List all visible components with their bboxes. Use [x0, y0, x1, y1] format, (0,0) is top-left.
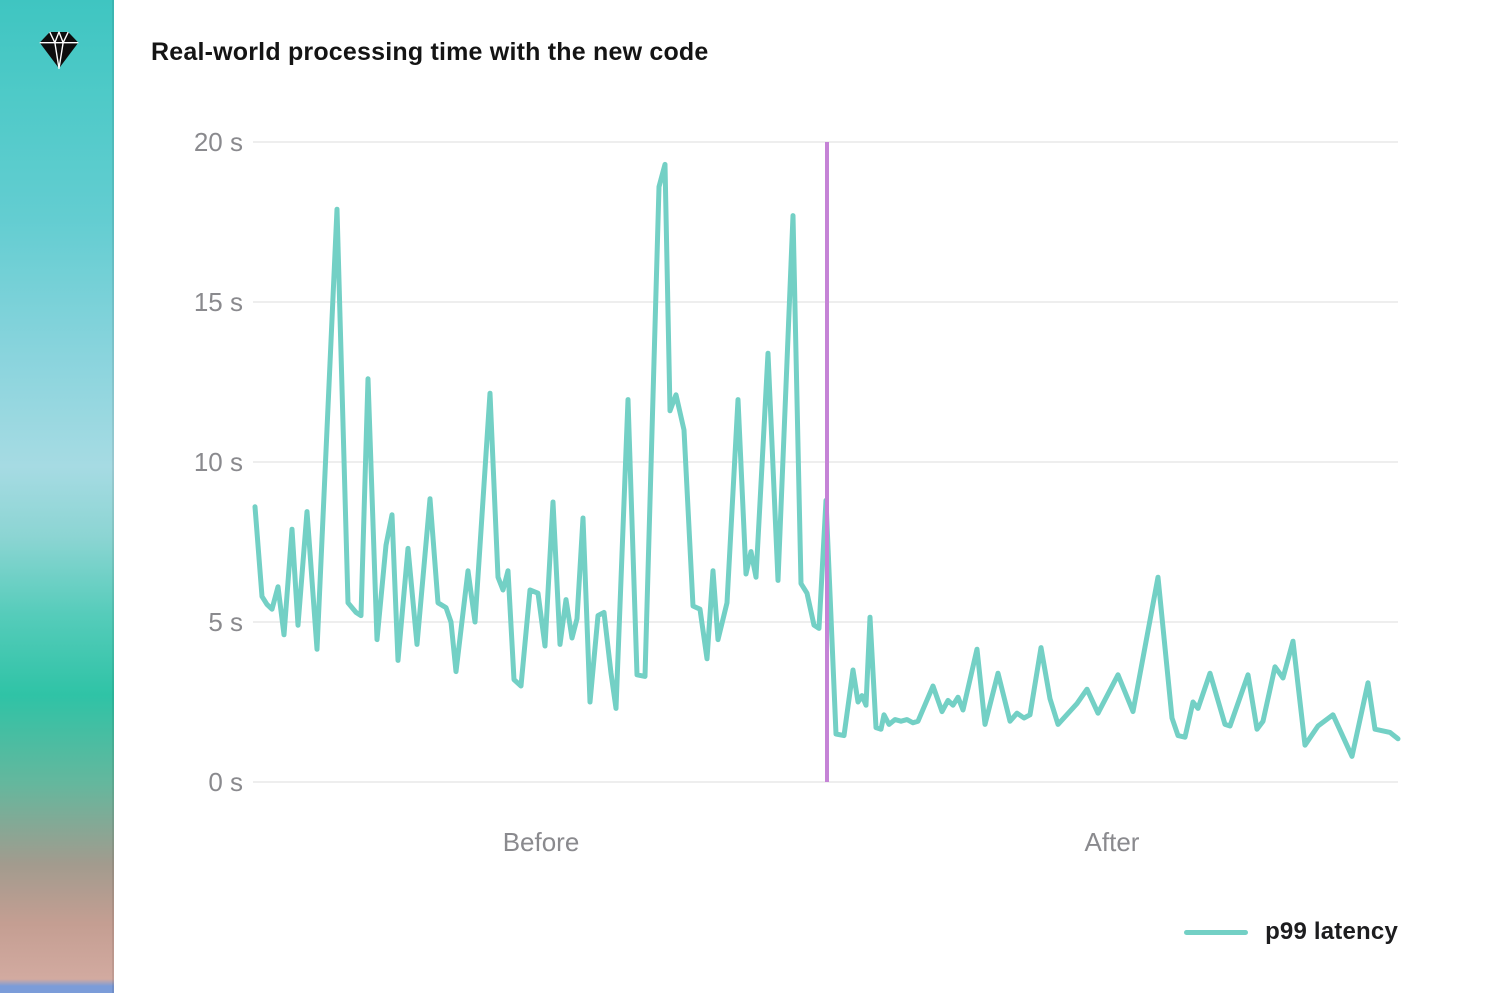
x-section-label-before: Before [502, 827, 580, 857]
y-tick-label: 0 s [208, 767, 243, 797]
y-tick-label: 15 s [193, 287, 243, 317]
series-line-p99-latency [252, 161, 1401, 759]
legend: p99 latency [1184, 918, 1398, 946]
x-section-label-after: After [1084, 827, 1140, 857]
chart-title: Real-world processing time with the new … [151, 38, 709, 66]
y-tick-label: 10 s [193, 447, 243, 477]
legend-label: p99 latency [1265, 918, 1398, 945]
y-tick-label: 20 s [193, 127, 243, 157]
sidebar [0, 0, 114, 993]
legend-line-swatch [1184, 929, 1249, 935]
sketch-diamond-icon [39, 31, 79, 70]
y-tick-label: 5 s [208, 607, 243, 637]
y-axis: 0 s 5 s 10 s 15 s 20 s [150, 0, 243, 993]
